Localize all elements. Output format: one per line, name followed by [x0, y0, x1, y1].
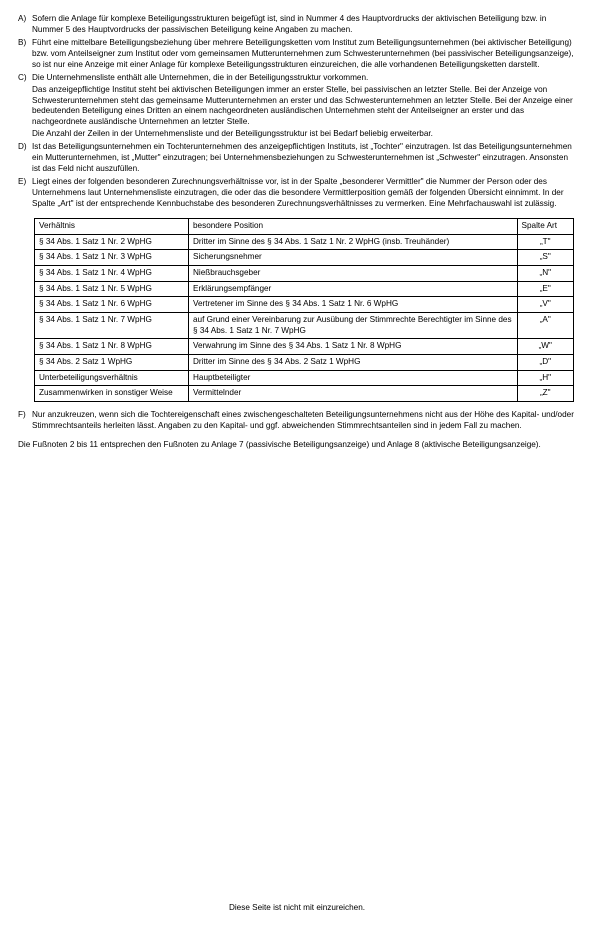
cell-verhaeltnis: Unterbeteiligungsverhältnis: [35, 370, 189, 386]
cell-art: „Z": [517, 386, 573, 402]
table-row: § 34 Abs. 1 Satz 1 Nr. 2 WpHG Dritter im…: [35, 234, 574, 250]
table-row: § 34 Abs. 1 Satz 1 Nr. 7 WpHG auf Grund …: [35, 313, 574, 339]
th-spalte-art: Spalte Art: [517, 219, 573, 235]
table-row: Zusammenwirken in sonstiger Weise Vermit…: [35, 386, 574, 402]
item-e-marker: E): [18, 177, 32, 210]
cell-position: Vermittelnder: [189, 386, 518, 402]
cell-position: Sicherungsnehmer: [189, 250, 518, 266]
cell-position: Dritter im Sinne des § 34 Abs. 1 Satz 1 …: [189, 234, 518, 250]
cell-verhaeltnis: § 34 Abs. 1 Satz 1 Nr. 5 WpHG: [35, 281, 189, 297]
item-a-content: Sofern die Anlage für komplexe Beteiligu…: [32, 14, 576, 36]
document-page: A) Sofern die Anlage für komplexe Beteil…: [0, 0, 594, 934]
item-a-para-0: Sofern die Anlage für komplexe Beteiligu…: [32, 14, 576, 35]
table-row: Unterbeteiligungsverhältnis Hauptbeteili…: [35, 370, 574, 386]
cell-art: „A": [517, 313, 573, 339]
item-d: D) Ist das Beteiligungsunternehmen ein T…: [18, 142, 576, 175]
cell-art: „S": [517, 250, 573, 266]
table-row: § 34 Abs. 1 Satz 1 Nr. 4 WpHG Nießbrauch…: [35, 266, 574, 282]
cell-art: „W": [517, 339, 573, 355]
cell-verhaeltnis: § 34 Abs. 2 Satz 1 WpHG: [35, 355, 189, 371]
cell-verhaeltnis: § 34 Abs. 1 Satz 1 Nr. 3 WpHG: [35, 250, 189, 266]
item-f-marker: F): [18, 410, 32, 432]
cell-verhaeltnis: Zusammenwirken in sonstiger Weise: [35, 386, 189, 402]
table-row: § 34 Abs. 2 Satz 1 WpHG Dritter im Sinne…: [35, 355, 574, 371]
cell-verhaeltnis: § 34 Abs. 1 Satz 1 Nr. 8 WpHG: [35, 339, 189, 355]
cell-position: auf Grund einer Vereinbarung zur Ausübun…: [189, 313, 518, 339]
table-row: § 34 Abs. 1 Satz 1 Nr. 6 WpHG Vertretene…: [35, 297, 574, 313]
item-c-para-2: Die Anzahl der Zeilen in der Unternehmen…: [32, 129, 576, 140]
item-c-content: Die Unternehmensliste enthält alle Unter…: [32, 73, 576, 140]
item-c-para-0: Die Unternehmensliste enthält alle Unter…: [32, 73, 576, 84]
cell-art: „N": [517, 266, 573, 282]
item-f-content: Nur anzukreuzen, wenn sich die Tochterei…: [32, 410, 576, 432]
item-e: E) Liegt eines der folgenden besonderen …: [18, 177, 576, 210]
verhaeltnis-table: Verhältnis besondere Position Spalte Art…: [34, 218, 574, 402]
item-c: C) Die Unternehmensliste enthält alle Un…: [18, 73, 576, 140]
cell-position: Vertretener im Sinne des § 34 Abs. 1 Sat…: [189, 297, 518, 313]
cell-art: „T": [517, 234, 573, 250]
item-e-para-0: Liegt eines der folgenden besonderen Zur…: [32, 177, 576, 209]
item-c-marker: C): [18, 73, 32, 140]
cell-position: Verwahrung im Sinne des § 34 Abs. 1 Satz…: [189, 339, 518, 355]
lettered-list: A) Sofern die Anlage für komplexe Beteil…: [18, 14, 576, 210]
table-body: § 34 Abs. 1 Satz 1 Nr. 2 WpHG Dritter im…: [35, 234, 574, 401]
cell-position: Nießbrauchsgeber: [189, 266, 518, 282]
footnote-text: Die Fußnoten 2 bis 11 entsprechen den Fu…: [18, 440, 576, 451]
cell-position: Dritter im Sinne des § 34 Abs. 2 Satz 1 …: [189, 355, 518, 371]
table-row: § 34 Abs. 1 Satz 1 Nr. 8 WpHG Verwahrung…: [35, 339, 574, 355]
cell-art: „D": [517, 355, 573, 371]
cell-position: Hauptbeteiligter: [189, 370, 518, 386]
item-b-para-0: Führt eine mittelbare Beteiligungsbezieh…: [32, 38, 576, 70]
cell-art: „V": [517, 297, 573, 313]
item-b-marker: B): [18, 38, 32, 71]
table-header-row: Verhältnis besondere Position Spalte Art: [35, 219, 574, 235]
cell-art: „E": [517, 281, 573, 297]
cell-verhaeltnis: § 34 Abs. 1 Satz 1 Nr. 4 WpHG: [35, 266, 189, 282]
item-f-para-0: Nur anzukreuzen, wenn sich die Tochterei…: [32, 410, 576, 431]
cell-verhaeltnis: § 34 Abs. 1 Satz 1 Nr. 6 WpHG: [35, 297, 189, 313]
item-f: F) Nur anzukreuzen, wenn sich die Tochte…: [18, 410, 576, 432]
item-d-content: Ist das Beteiligungsunternehmen ein Toch…: [32, 142, 576, 175]
item-d-marker: D): [18, 142, 32, 175]
item-d-para-0: Ist das Beteiligungsunternehmen ein Toch…: [32, 142, 576, 174]
item-b-content: Führt eine mittelbare Beteiligungsbezieh…: [32, 38, 576, 71]
item-a-marker: A): [18, 14, 32, 36]
table-row: § 34 Abs. 1 Satz 1 Nr. 5 WpHG Erklärungs…: [35, 281, 574, 297]
cell-art: „H": [517, 370, 573, 386]
cell-verhaeltnis: § 34 Abs. 1 Satz 1 Nr. 2 WpHG: [35, 234, 189, 250]
item-c-para-1: Das anzeigepflichtige Institut steht bei…: [32, 85, 576, 128]
th-position: besondere Position: [189, 219, 518, 235]
item-a: A) Sofern die Anlage für komplexe Beteil…: [18, 14, 576, 36]
cell-position: Erklärungsempfänger: [189, 281, 518, 297]
bottom-note: Diese Seite ist nicht mit einzureichen.: [0, 903, 594, 914]
th-verhaeltnis: Verhältnis: [35, 219, 189, 235]
item-b: B) Führt eine mittelbare Beteiligungsbez…: [18, 38, 576, 71]
table-row: § 34 Abs. 1 Satz 1 Nr. 3 WpHG Sicherungs…: [35, 250, 574, 266]
cell-verhaeltnis: § 34 Abs. 1 Satz 1 Nr. 7 WpHG: [35, 313, 189, 339]
item-e-content: Liegt eines der folgenden besonderen Zur…: [32, 177, 576, 210]
